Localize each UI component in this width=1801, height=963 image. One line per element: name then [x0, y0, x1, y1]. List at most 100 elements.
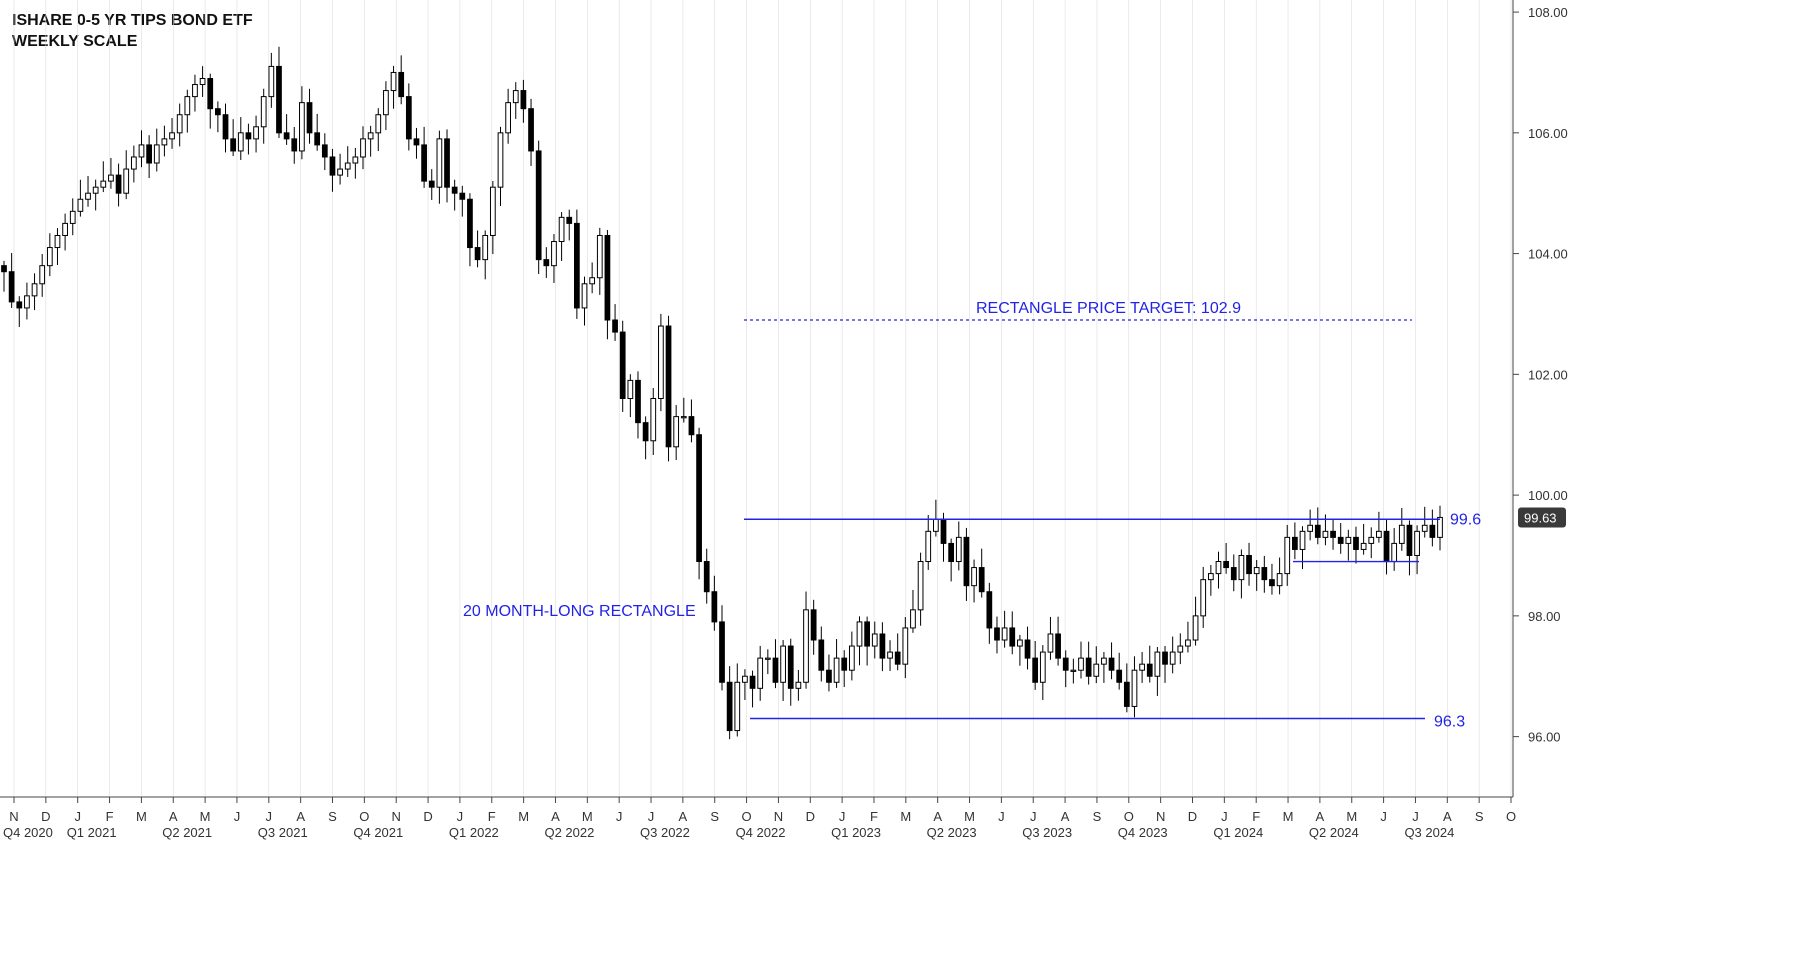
last-price-badge: 99.63: [1518, 507, 1566, 528]
x-month-label: A: [1061, 809, 1070, 824]
candle-body: [848, 645, 855, 671]
candle-body: [1299, 530, 1306, 550]
candle-body: [1230, 567, 1237, 581]
candle-body: [54, 234, 61, 249]
candle: [1009, 611, 1016, 655]
candle: [1123, 663, 1130, 713]
candle-body: [940, 518, 947, 544]
x-month-label: J: [839, 809, 846, 824]
candles-layer: [1, 46, 1443, 740]
candle-body: [1414, 530, 1420, 556]
candle-body: [1169, 651, 1176, 665]
candle-body: [222, 114, 229, 140]
x-month-label: D: [1188, 809, 1197, 824]
candle: [39, 253, 46, 297]
candle-body: [574, 222, 580, 309]
candle: [596, 227, 603, 295]
candle-body: [658, 325, 664, 399]
candle: [1047, 616, 1054, 660]
x-month-label: J: [1380, 809, 1387, 824]
candle: [803, 591, 809, 689]
candle: [46, 233, 53, 277]
candle-body: [1337, 536, 1344, 544]
candle: [176, 103, 183, 147]
candle: [818, 626, 825, 682]
candle: [1368, 527, 1375, 559]
candle: [528, 98, 534, 166]
candle: [1337, 522, 1344, 554]
candle: [1169, 636, 1176, 674]
candle: [703, 548, 710, 604]
candle: [352, 147, 359, 179]
candle: [902, 617, 909, 679]
candle-body: [810, 609, 817, 641]
x-month-label: M: [1346, 809, 1357, 824]
candle-body: [253, 126, 259, 140]
candle: [1154, 647, 1161, 696]
candle: [1024, 626, 1031, 670]
candle: [1192, 596, 1199, 646]
candle-body: [978, 567, 985, 593]
y-tick-label: 100.00: [1528, 488, 1568, 503]
candle: [558, 212, 565, 262]
x-month-label: M: [136, 809, 147, 824]
candle-body: [1353, 536, 1359, 550]
x-month-label: M: [518, 809, 529, 824]
candle: [321, 133, 328, 171]
candle: [986, 582, 993, 644]
candle: [650, 387, 657, 456]
last-price-label: 99.63: [1524, 510, 1557, 525]
candle-body: [1322, 530, 1329, 538]
candle-body: [1345, 536, 1352, 544]
candle: [24, 282, 30, 320]
candle-body: [329, 156, 336, 176]
candle: [925, 514, 932, 570]
candle-body: [795, 681, 802, 689]
candle: [635, 371, 641, 439]
candle-body: [1139, 663, 1145, 671]
x-month-label: J: [1030, 809, 1037, 824]
candle: [375, 108, 382, 152]
x-month-label: N: [392, 809, 401, 824]
candle-body: [153, 144, 160, 164]
candle: [1139, 652, 1145, 683]
candle-body: [635, 379, 641, 424]
candle-body: [474, 247, 481, 261]
upper-value-label: 99.6: [1450, 511, 1481, 528]
candle-body: [459, 192, 466, 200]
candle: [268, 52, 275, 108]
candle-body: [528, 108, 534, 152]
candle: [1093, 646, 1100, 684]
candle: [520, 79, 527, 123]
candle-body: [444, 138, 450, 188]
candle-body: [933, 518, 939, 532]
candle-body: [299, 102, 305, 152]
candle-body: [833, 657, 840, 683]
candle: [360, 126, 366, 170]
candle-body: [726, 681, 733, 732]
candle: [917, 552, 924, 626]
candle-body: [512, 90, 519, 104]
candle: [711, 575, 718, 631]
candle: [726, 666, 733, 740]
candle-body: [1, 265, 7, 273]
candle: [871, 621, 878, 659]
candle-body: [69, 210, 76, 224]
x-quarter-label: Q2 2021: [162, 825, 212, 840]
candle-body: [963, 536, 970, 587]
candle-body: [1421, 524, 1428, 532]
candle-body: [1154, 651, 1161, 677]
y-axis-ticks: 108.00 106.00 104.00 102.00 100.00 98.00 96.00: [1513, 5, 1568, 745]
candle: [428, 169, 435, 200]
candle-body: [85, 192, 91, 200]
x-month-label: J: [616, 809, 623, 824]
candle-body: [856, 621, 863, 647]
candle: [734, 663, 741, 737]
candle: [612, 304, 618, 341]
candle-body: [1307, 524, 1314, 532]
candle-body: [986, 591, 993, 629]
x-quarter-label: Q3 2023: [1022, 825, 1072, 840]
candle-body: [390, 71, 397, 92]
candle-body: [1017, 639, 1023, 647]
